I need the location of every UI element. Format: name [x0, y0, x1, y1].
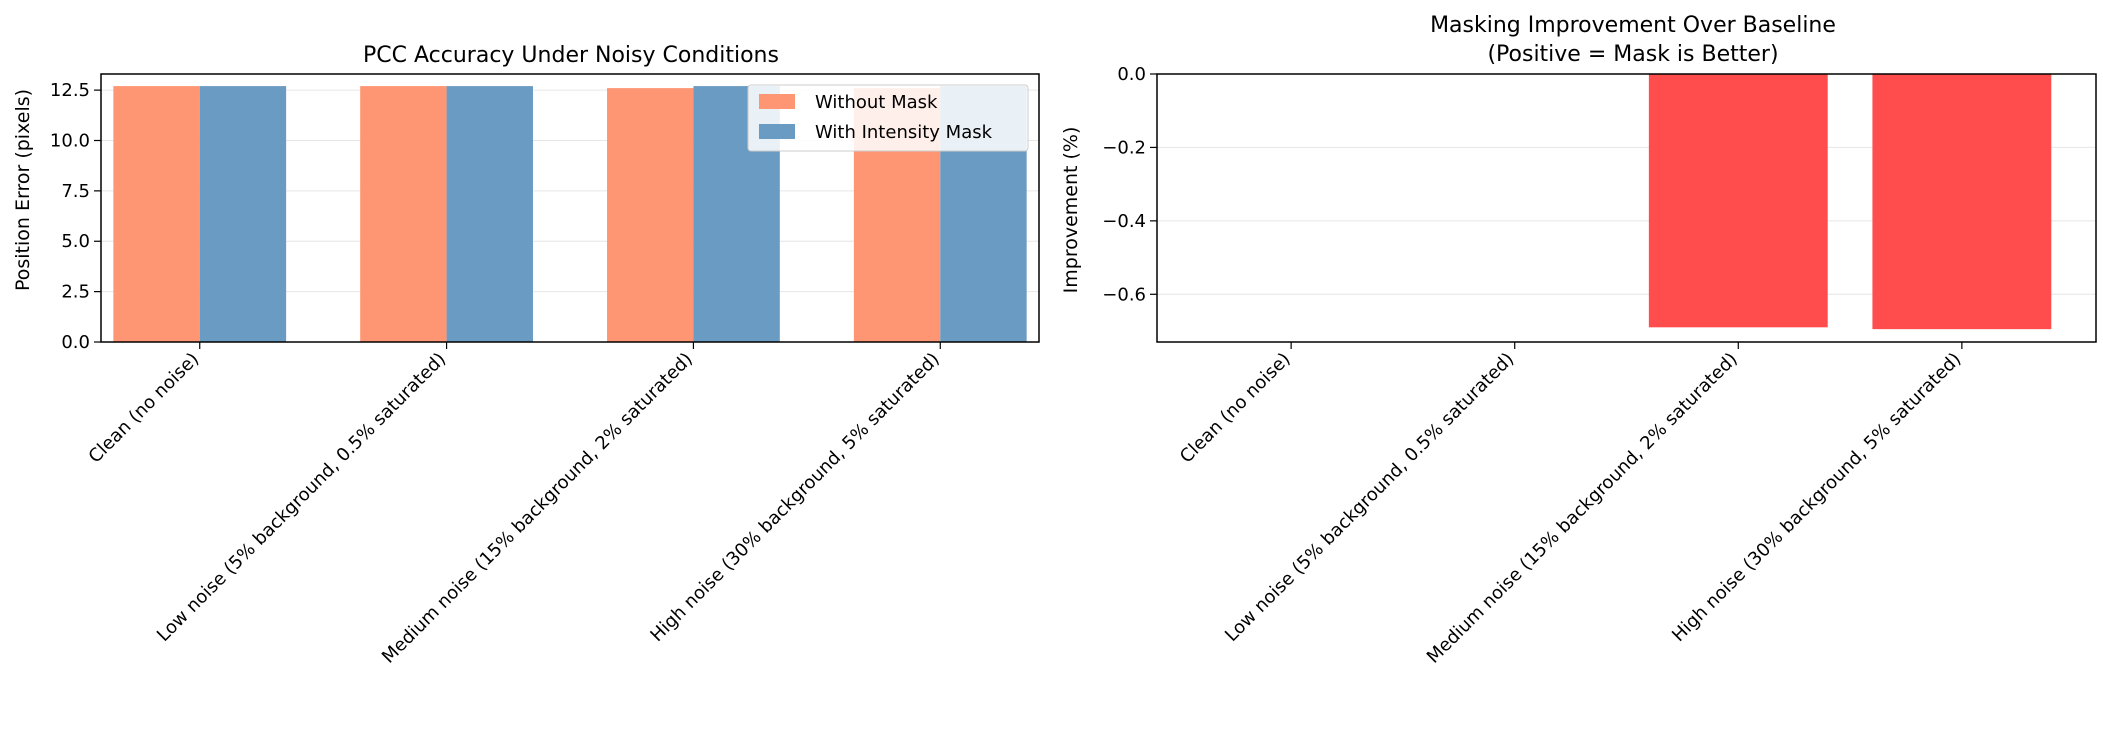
x-tick-label: Clean (no noise)	[1176, 349, 1295, 468]
chart2-plot-frame	[1156, 73, 2097, 343]
chart2-y-axis: 0.0 −0.2 −0.4 −0.6	[1102, 64, 1157, 305]
pcc-accuracy-chart: PCC Accuracy Under Noisy Conditions Posi…	[12, 43, 1040, 668]
chart1-x-axis: Clean (no noise)Low noise (5% background…	[85, 342, 944, 668]
bar-without-mask-0	[113, 86, 200, 342]
bar-with-intensity-mask-1	[446, 86, 533, 342]
y-tick-label: 0.0	[61, 332, 90, 353]
legend-label-with-intensity-mask: With Intensity Mask	[815, 122, 993, 143]
bar-without-mask-2	[607, 88, 694, 343]
improvement-bar-3	[1872, 74, 2052, 330]
chart2-bars	[1648, 74, 2052, 330]
legend-swatch-with-intensity-mask	[759, 124, 795, 139]
x-tick-label: Clean (no noise)	[85, 349, 204, 468]
chart2-x-axis: Clean (no noise)Low noise (5% background…	[1176, 342, 1965, 668]
chart2-title-line2: (Positive = Mask is Better)	[1487, 42, 1778, 67]
chart1-title: PCC Accuracy Under Noisy Conditions	[363, 43, 779, 68]
x-tick-label: High noise (30% background, 5% saturated…	[646, 349, 943, 646]
y-tick-label: 2.5	[61, 282, 90, 303]
y-tick-label: 7.5	[61, 181, 90, 202]
legend-label-without-mask: Without Mask	[815, 92, 938, 113]
chart1-bars	[113, 86, 1027, 343]
chart2-ylabel: Improvement (%)	[1060, 127, 1082, 294]
y-tick-label: 10.0	[50, 130, 90, 151]
improvement-bar-2	[1648, 74, 1828, 328]
y-tick-label: 5.0	[61, 231, 90, 252]
y-tick-label: 12.5	[50, 80, 90, 101]
x-tick-label: Medium noise (15% background, 2% saturat…	[378, 349, 697, 668]
chart1-y-axis: 0.0 2.5 5.0 7.5 10.0 12.5	[50, 80, 101, 353]
legend-frame	[747, 84, 1029, 152]
chart1-ylabel: Position Error (pixels)	[12, 89, 34, 291]
chart1-legend: Without Mask With Intensity Mask	[747, 84, 1029, 152]
bar-without-mask-1	[360, 86, 447, 342]
chart1-plot-frame	[100, 73, 1040, 343]
legend-swatch-without-mask	[759, 94, 795, 109]
chart2-title-line1: Masking Improvement Over Baseline	[1430, 13, 1836, 38]
bar-with-intensity-mask-0	[199, 86, 287, 342]
y-tick-label: −0.6	[1102, 284, 1146, 305]
x-tick-label: Low noise (5% background, 0.5% saturated…	[153, 349, 450, 646]
x-tick-label: High noise (30% background, 5% saturated…	[1668, 349, 1965, 646]
y-tick-label: −0.2	[1102, 137, 1146, 158]
y-tick-label: 0.0	[1117, 64, 1146, 85]
masking-improvement-chart: Masking Improvement Over Baseline (Posit…	[1060, 13, 2097, 668]
y-tick-label: −0.4	[1102, 211, 1146, 232]
